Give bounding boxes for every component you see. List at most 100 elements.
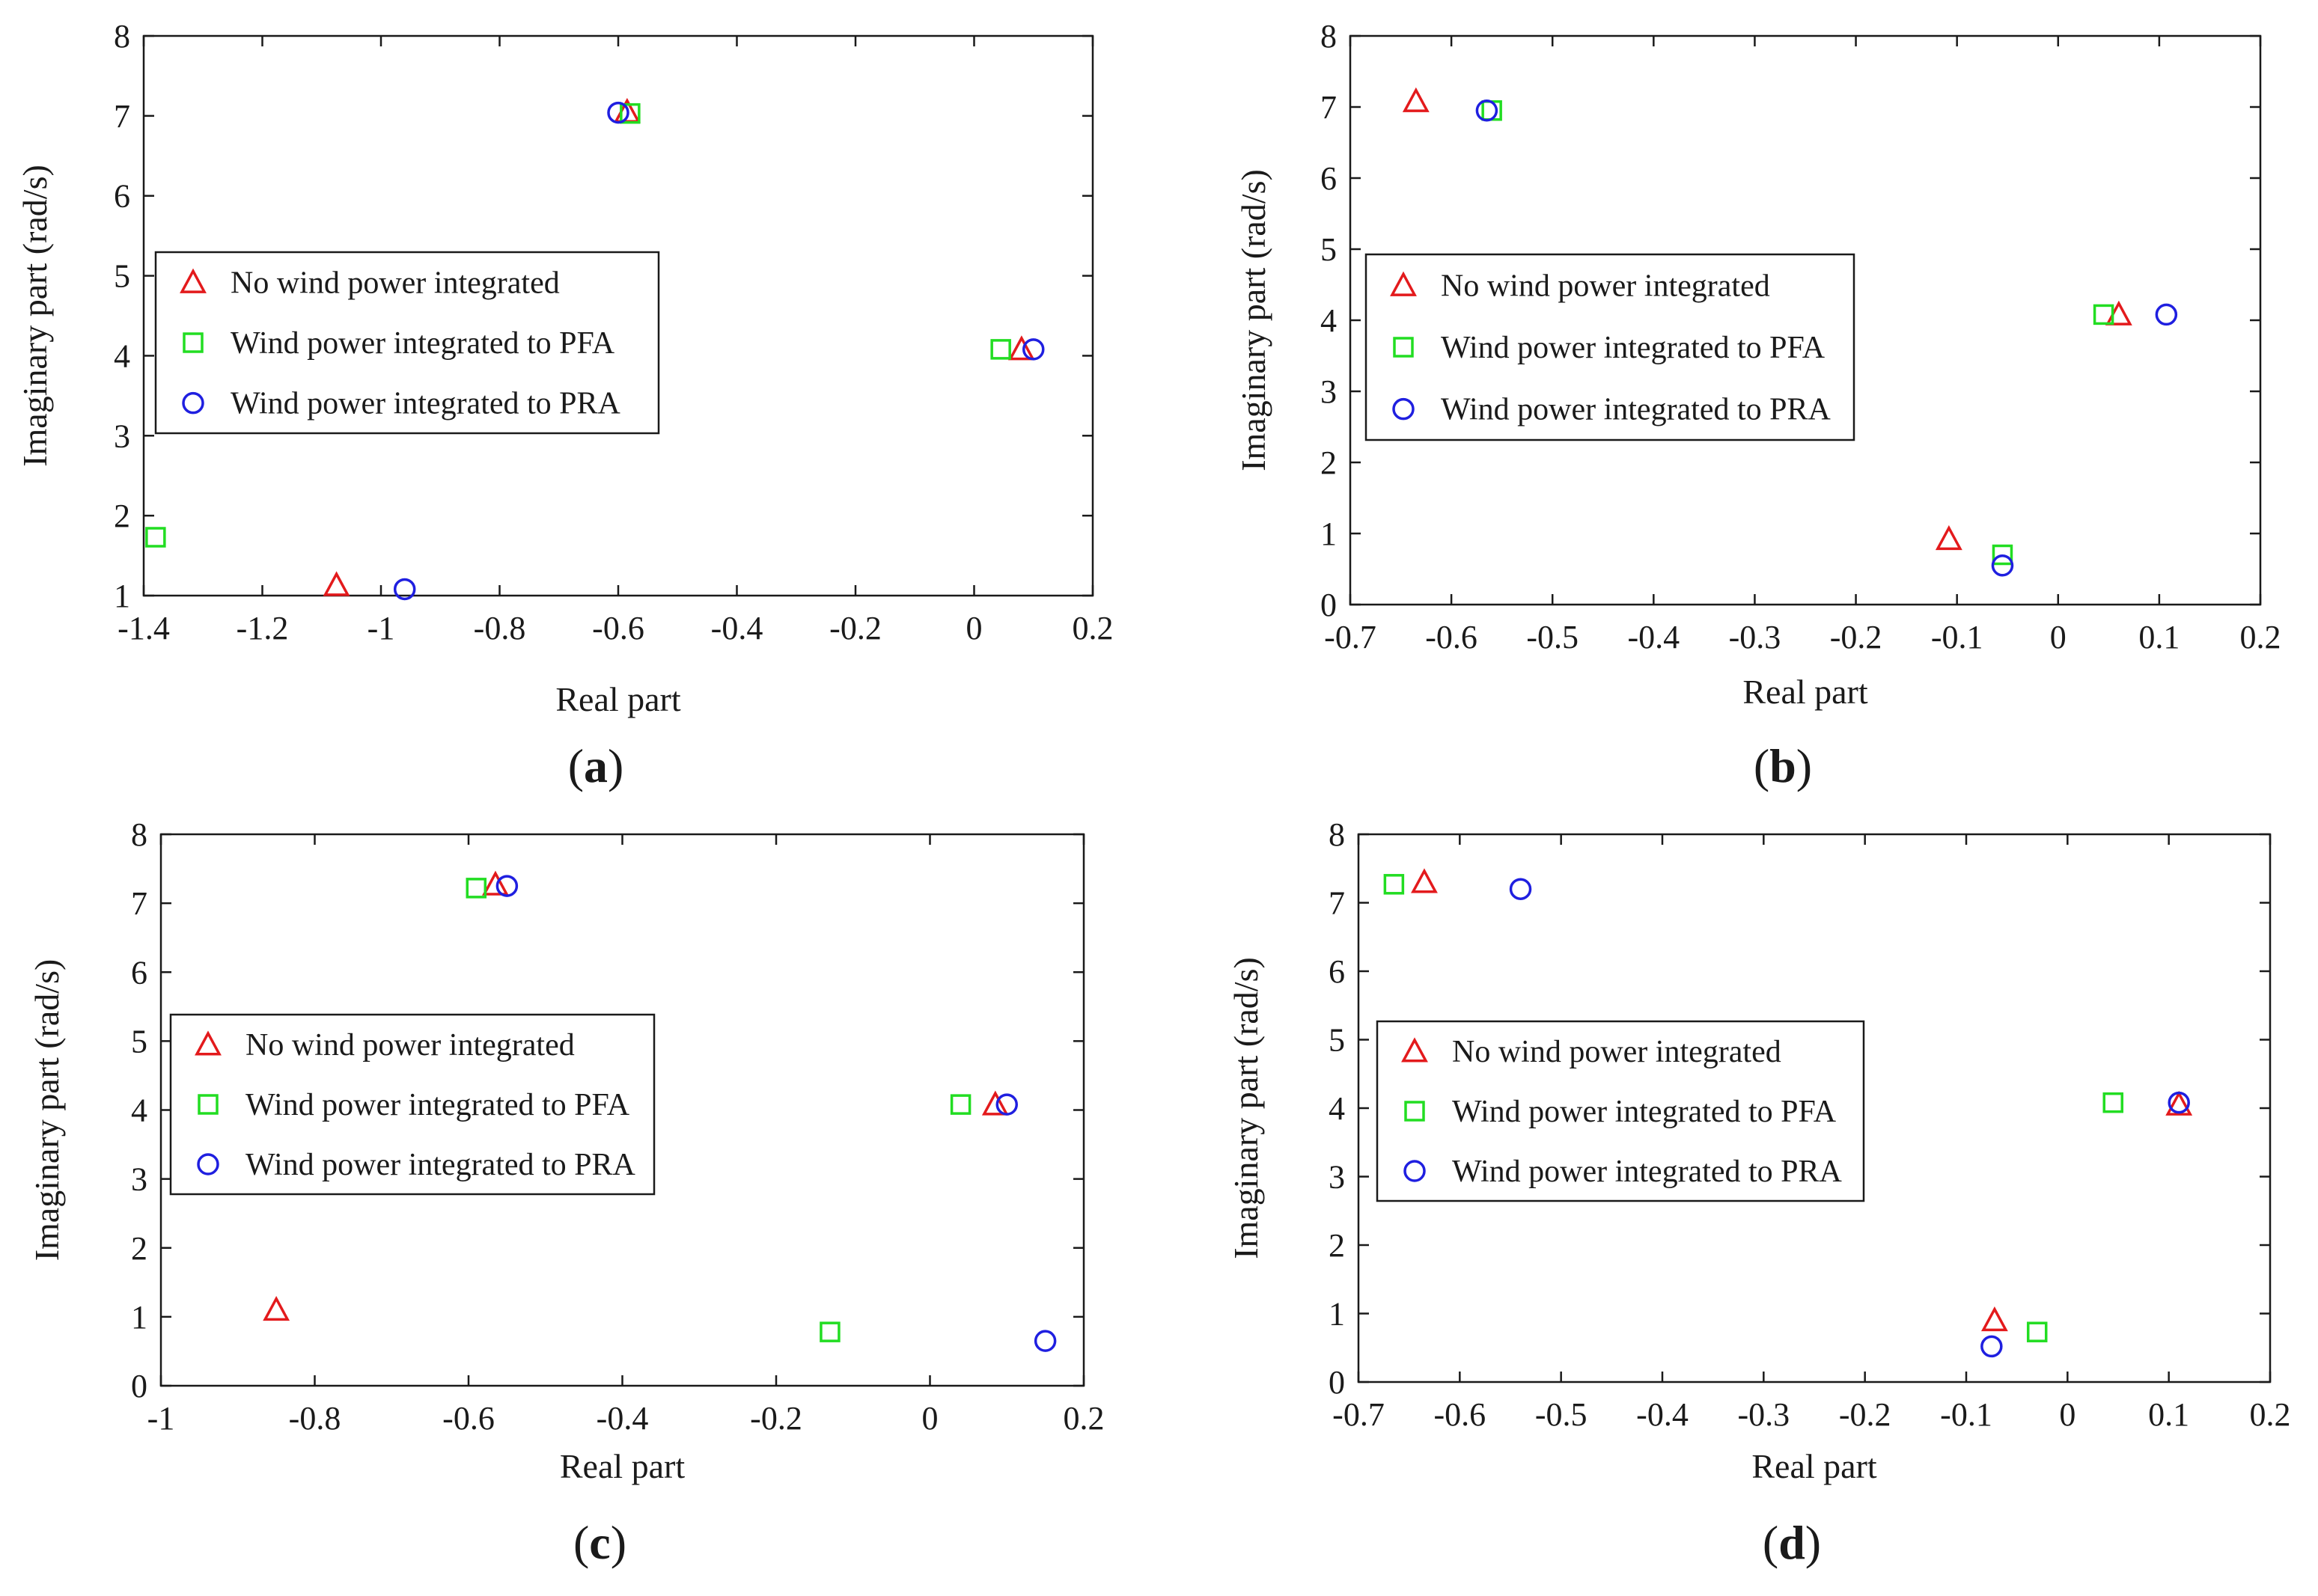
x-tick-label: -0.5 [1526,619,1579,655]
x-tick-label: 0.1 [2138,619,2180,655]
x-tick-label: 0.2 [1073,610,1114,646]
data-point-triangle [482,870,509,896]
legend-marker-circle [1392,397,1415,421]
legend: No wind power integrated Wind power integ… [1364,253,1855,441]
legend-entry: Wind power integrated to PFA [1441,331,1826,365]
x-tick-label: -1 [367,610,395,646]
data-point-circle [2155,303,2178,326]
data-point-circle [607,101,629,124]
y-tick-label: 8 [1320,18,1337,55]
x-tick-label: -0.5 [1535,1396,1587,1433]
legend-entry: Wind power integrated to PRA [1441,393,1831,427]
y-tick-label: 7 [114,98,130,135]
legend-marker-triangle [1390,271,1417,296]
data-point-circle [1034,1330,1057,1352]
y-tick-label: 1 [131,1299,147,1336]
x-tick-label: -0.2 [829,610,882,646]
y-tick-label: 6 [114,178,130,215]
data-point-square [1383,874,1405,895]
y-tick-label: 3 [131,1161,147,1198]
legend-marker-circle [1403,1160,1426,1182]
x-tick-label: -0.7 [1324,619,1376,655]
data-point-square [2093,304,2114,325]
y-tick-label: 2 [131,1230,147,1267]
data-point-square [950,1094,972,1115]
legend-marker-triangle [180,268,207,293]
legend-marker-circle [197,1153,219,1175]
x-tick-label: 0 [922,1400,939,1437]
legend-marker-square [183,332,204,353]
y-axis-label: Imaginary part (rad/s) [1227,957,1265,1259]
y-tick-label: 3 [1320,373,1337,410]
legend-marker-square [1393,337,1414,358]
x-tick-label: -0.3 [1738,1396,1790,1433]
y-tick-label: 1 [1329,1296,1345,1333]
panel-label: (b) [1754,739,1812,792]
y-axis-label: Imaginary part (rad/s) [28,959,66,1262]
data-point-circle [1991,554,2014,577]
y-tick-label: 1 [1320,516,1337,552]
legend-marker-triangle [195,1030,222,1056]
data-point-circle [393,578,416,601]
legend-entry: Wind power integrated to PRA [245,1148,636,1182]
y-tick-label: 6 [1320,160,1337,197]
x-tick-label: -0.4 [1636,1396,1689,1433]
x-tick-label: -0.3 [1729,619,1781,655]
legend-marker-circle [182,391,204,415]
panel-label-close: ) [611,1516,626,1569]
y-tick-label: 4 [131,1092,147,1129]
x-tick-label: -0.1 [1931,619,1983,655]
panel-label-letter: a [584,739,608,792]
y-tick-label: 1 [114,578,130,614]
legend: No wind power integrated Wind power integ… [1376,1020,1865,1202]
legend-box [1364,253,1855,441]
y-tick-label: 5 [114,258,130,295]
x-tick-label: -1 [147,1400,175,1437]
panel-label: (c) [573,1516,626,1569]
x-tick-label: -0.2 [1839,1396,1891,1433]
y-axis-label: Imaginary part (rad/s) [16,165,54,467]
y-tick-label: 5 [1329,1022,1345,1059]
data-point-square [466,878,487,899]
data-point-triangle [323,571,350,596]
data-point-square [2102,1092,2123,1113]
y-tick-label: 2 [1329,1227,1345,1264]
x-tick-label: -0.8 [474,610,526,646]
data-point-triangle [2165,1090,2193,1116]
y-tick-label: 2 [114,498,130,534]
data-point-circle [1475,100,1498,122]
panel-label-letter: b [1769,739,1796,792]
x-tick-label: 0.2 [1064,1400,1105,1437]
data-point-square [1992,544,2013,566]
x-tick-label: -0.1 [1940,1396,1992,1433]
y-tick-label: 8 [131,816,147,853]
x-tick-label: -1.2 [237,610,289,646]
x-tick-label: 0.1 [2148,1396,2189,1433]
panel-label-open: ( [573,1516,589,1569]
panel-label-close: ) [608,739,623,792]
panel-b: -0.7 -0.6 -0.5 -0.4 -0.3 -0.2 -0.1 0 0.1 0.2 0 1 2 3 4… [1234,18,2281,792]
legend-entry: Wind power integrated to PRA [1452,1155,1843,1189]
panel-label-close: ) [1796,739,1812,792]
y-tick-label: 7 [131,885,147,922]
legend-entry: No wind power integrated [231,266,560,300]
y-tick-label: 7 [1320,89,1337,126]
x-tick-label: -1.4 [118,610,170,646]
data-point-triangle [1007,335,1035,361]
y-tick-label: 3 [114,418,130,454]
y-tick-label: 5 [131,1023,147,1060]
y-tick-label: 5 [1320,231,1337,268]
data-point-triangle [1402,87,1430,112]
data-point-square [990,339,1011,360]
legend-marker-triangle [1401,1037,1428,1063]
x-tick-label: -0.4 [1628,619,1680,655]
y-tick-label: 6 [131,954,147,991]
x-tick-label: -0.4 [711,610,763,646]
x-tick-label: 0.2 [2240,619,2281,655]
data-point-triangle [263,1295,290,1321]
data-point-circle [1509,878,1532,900]
data-point-circle [2168,1091,2190,1114]
y-tick-label: 3 [1329,1159,1345,1196]
y-tick-label: 4 [114,337,130,374]
y-tick-label: 0 [131,1368,147,1404]
